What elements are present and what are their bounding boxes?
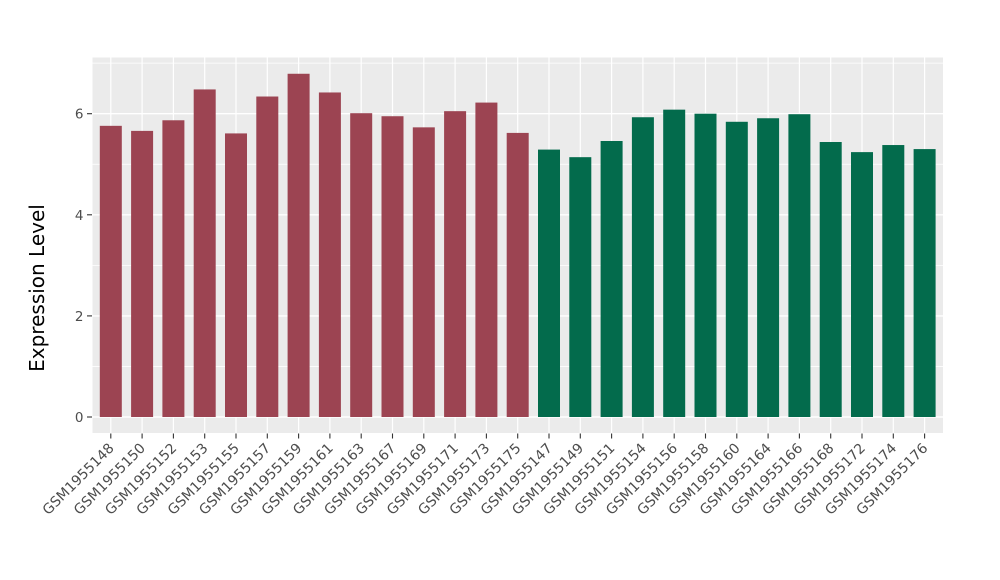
bar-GSM1955171 <box>444 111 467 418</box>
bar-GSM1955148 <box>99 125 122 417</box>
bar-GSM1955151 <box>600 140 623 417</box>
bar-GSM1955169 <box>412 127 435 417</box>
bar-GSM1955161 <box>318 92 341 418</box>
bar-GSM1955174 <box>882 145 905 417</box>
y-tick-label: 0 <box>75 410 84 426</box>
y-tick-label: 2 <box>75 309 84 325</box>
bar-GSM1955152 <box>162 120 185 418</box>
y-tick-label: 4 <box>75 208 84 224</box>
bar-GSM1955157 <box>256 96 279 417</box>
bar-GSM1955149 <box>569 157 592 417</box>
bar-GSM1955156 <box>663 109 686 417</box>
bar-GSM1955176 <box>913 149 936 417</box>
bar-GSM1955158 <box>694 113 717 417</box>
bar-GSM1955160 <box>725 121 748 418</box>
bar-GSM1955155 <box>225 133 247 418</box>
bar-GSM1955147 <box>538 149 560 417</box>
bar-GSM1955153 <box>193 89 216 417</box>
bar-GSM1955163 <box>350 113 373 417</box>
bar-GSM1955154 <box>631 117 654 418</box>
bar-GSM1955173 <box>475 102 498 417</box>
y-axis-title: Expression Level <box>25 204 49 372</box>
bar-GSM1955150 <box>131 130 154 417</box>
bar-GSM1955164 <box>757 118 780 417</box>
bar-GSM1955167 <box>381 116 404 417</box>
bar-GSM1955159 <box>287 73 310 417</box>
bar-GSM1955172 <box>851 152 873 418</box>
bar-GSM1955168 <box>819 142 842 417</box>
y-tick-label: 6 <box>75 107 84 123</box>
bar-GSM1955175 <box>506 132 529 417</box>
bar-GSM1955166 <box>788 114 811 417</box>
